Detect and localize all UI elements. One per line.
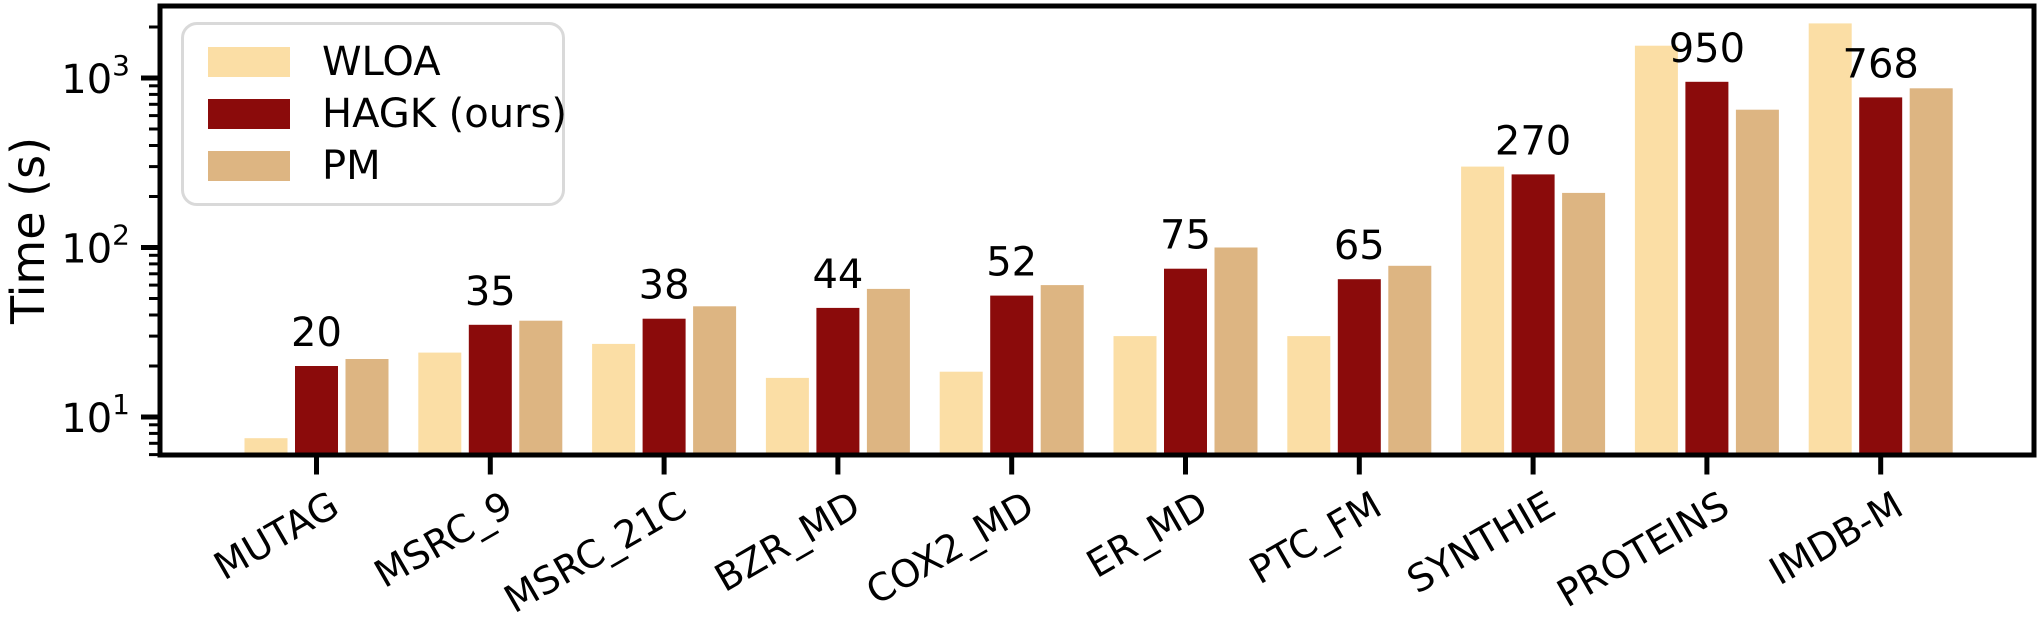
x-tick-label-er-md: ER_MD: [1079, 483, 1215, 587]
bar-wloa-er-md: [1113, 336, 1157, 457]
bar-value-label-er-md: 75: [1160, 213, 1211, 259]
bar-pm-imdb-m: [1909, 88, 1953, 458]
y-tick-label: 103: [61, 49, 130, 103]
bar-wloa-proteins: [1634, 45, 1678, 457]
pm-legend-label: PM: [322, 143, 381, 189]
y-axis-title: Time (s): [1, 137, 55, 325]
legend-item-pm: PM: [208, 146, 538, 186]
bar-hagk-ours--imdb-m: [1859, 97, 1903, 458]
bar-hagk-ours--proteins: [1685, 81, 1729, 458]
bar-value-label-cox2-md: 52: [986, 240, 1037, 286]
bar-hagk-ours--bzr-md: [816, 307, 860, 457]
x-tick-label-ptc-fm: PTC_FM: [1242, 483, 1389, 593]
bar-value-label-synthie: 270: [1495, 118, 1571, 164]
bar-pm-msrc-21c: [693, 306, 737, 457]
bar-value-label-bzr-md: 44: [812, 252, 863, 298]
legend-item-hagk: HAGK (ours): [208, 94, 567, 134]
wloa-color-swatch: [208, 47, 290, 77]
bar-value-label-msrc-9: 35: [465, 269, 516, 315]
bar-wloa-bzr-md: [765, 377, 809, 457]
bar-value-label-msrc-21c: 38: [639, 263, 690, 309]
x-tick-label-imdb-m: IMDB-M: [1762, 483, 1910, 594]
bar-wloa-imdb-m: [1808, 23, 1852, 458]
bar-pm-proteins: [1735, 109, 1779, 457]
bar-hagk-ours--msrc-21c: [642, 318, 686, 457]
bar-pm-bzr-md: [866, 288, 910, 457]
x-tick-label-msrc-21c: MSRC_21C: [497, 483, 694, 617]
bar-value-label-ptc-fm: 65: [1334, 223, 1385, 269]
bar-wloa-synthie: [1461, 166, 1505, 457]
plot-border: [157, 3, 2037, 458]
bar-hagk-ours--ptc-fm: [1337, 279, 1381, 457]
x-tick-label-cox2-md: COX2_MD: [859, 483, 1041, 614]
bar-wloa-msrc-21c: [592, 343, 636, 457]
hagk-legend-label: HAGK (ours): [322, 91, 567, 137]
bar-value-label-imdb-m: 768: [1843, 41, 1919, 87]
bar-hagk-ours--er-md: [1164, 268, 1207, 457]
y-tick-label: 102: [61, 219, 130, 273]
x-tick-label-proteins: PROTEINS: [1550, 483, 1737, 616]
bar-hagk-ours--mutag: [295, 366, 338, 457]
bar-pm-msrc-9: [519, 320, 563, 457]
bar-pm-mutag: [345, 359, 389, 457]
hagk-color-swatch: [208, 99, 290, 129]
bar-hagk-ours--synthie: [1511, 174, 1555, 457]
bar-pm-synthie: [1562, 192, 1606, 457]
x-tick-label-msrc-9: MSRC_9: [367, 483, 520, 597]
bar-pm-cox2-md: [1040, 285, 1084, 457]
bar-wloa-mutag: [244, 438, 288, 457]
y-tick-label: 101: [61, 388, 130, 442]
x-tick-label-bzr-md: BZR_MD: [707, 483, 867, 601]
bar-value-label-mutag: 20: [291, 310, 342, 356]
x-tick-label-mutag: MUTAG: [207, 483, 346, 589]
bar-hagk-ours--cox2-md: [990, 295, 1034, 457]
bar-wloa-msrc-9: [418, 352, 462, 457]
bar-wloa-cox2-md: [939, 371, 983, 457]
bar-pm-er-md: [1214, 247, 1258, 457]
x-tick-label-synthie: SYNTHIE: [1400, 483, 1563, 602]
bar-hagk-ours--msrc-9: [468, 324, 512, 457]
bar-wloa-ptc-fm: [1287, 336, 1331, 457]
bar-pm-ptc-fm: [1388, 265, 1432, 457]
legend-item-wloa: WLOA: [208, 42, 538, 82]
bar-value-label-proteins: 950: [1669, 26, 1745, 72]
wloa-legend-label: WLOA: [322, 39, 441, 85]
pm-color-swatch: [208, 151, 290, 181]
legend: WLOA HAGK (ours) PM: [181, 22, 567, 206]
